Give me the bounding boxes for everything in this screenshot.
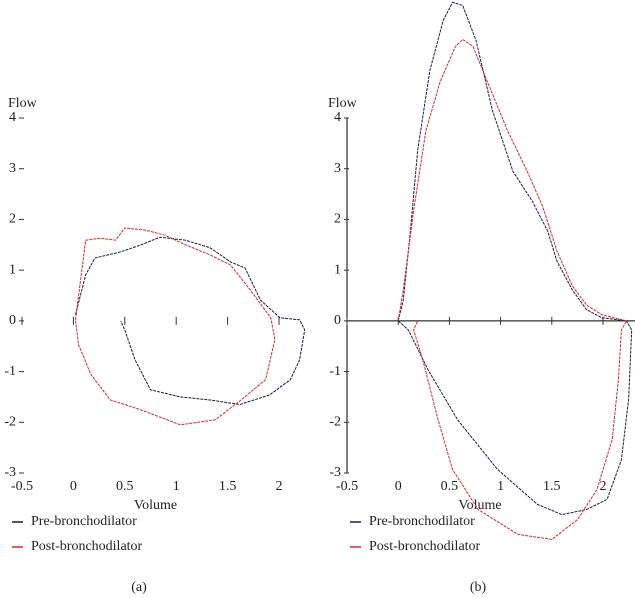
x-tick-label: 1.5 bbox=[543, 479, 561, 494]
y-tick-label: 2 bbox=[334, 212, 341, 227]
x-tick-label: 1 bbox=[173, 479, 180, 494]
legend-label: Pre-bronchodilator bbox=[369, 514, 475, 529]
series-line bbox=[75, 227, 276, 426]
y-tick-label: -1 bbox=[4, 364, 16, 379]
y-tick-label: 2 bbox=[9, 212, 16, 227]
y-axis-label: Flow bbox=[8, 96, 38, 111]
legend-label: Post-bronchodilator bbox=[369, 539, 481, 554]
x-tick-label: 0 bbox=[70, 479, 77, 494]
y-tick-label: 4 bbox=[334, 110, 341, 125]
y-tick-label: -2 bbox=[329, 415, 341, 430]
x-tick-label: 2 bbox=[600, 479, 607, 494]
x-tick-label: 1 bbox=[497, 479, 504, 494]
y-tick-label: -3 bbox=[4, 465, 16, 480]
legend-label: Pre-bronchodilator bbox=[31, 514, 137, 529]
y-tick-label: 3 bbox=[334, 161, 341, 176]
y-axis-label: Flow bbox=[328, 96, 358, 111]
series-line bbox=[397, 38, 628, 540]
y-tick-label: 1 bbox=[334, 262, 341, 277]
y-tick-label: 0 bbox=[9, 313, 16, 328]
x-tick-label: -0.5 bbox=[336, 479, 358, 494]
y-tick-label: -1 bbox=[329, 364, 341, 379]
y-tick-label: 3 bbox=[9, 161, 16, 176]
x-tick-label: -0.5 bbox=[11, 479, 33, 494]
y-tick-label: 4 bbox=[9, 110, 16, 125]
panel-label: (b) bbox=[470, 580, 487, 595]
x-axis-label: Volume bbox=[134, 498, 177, 513]
y-tick-label: 1 bbox=[9, 262, 16, 277]
x-tick-label: 0.5 bbox=[441, 479, 459, 494]
y-tick-label: -3 bbox=[329, 465, 341, 480]
x-tick-label: 0.5 bbox=[116, 479, 134, 494]
legend-label: Post-bronchodilator bbox=[31, 539, 143, 554]
x-axis-label: Volume bbox=[458, 498, 501, 513]
series-line bbox=[397, 1, 633, 516]
panel-label: (a) bbox=[131, 580, 147, 595]
series-line bbox=[75, 236, 306, 406]
x-tick-label: 1.5 bbox=[219, 479, 237, 494]
y-tick-label: 0 bbox=[334, 313, 341, 328]
y-tick-label: -2 bbox=[4, 415, 16, 430]
x-tick-label: 2 bbox=[276, 479, 283, 494]
x-tick-label: 0 bbox=[395, 479, 402, 494]
